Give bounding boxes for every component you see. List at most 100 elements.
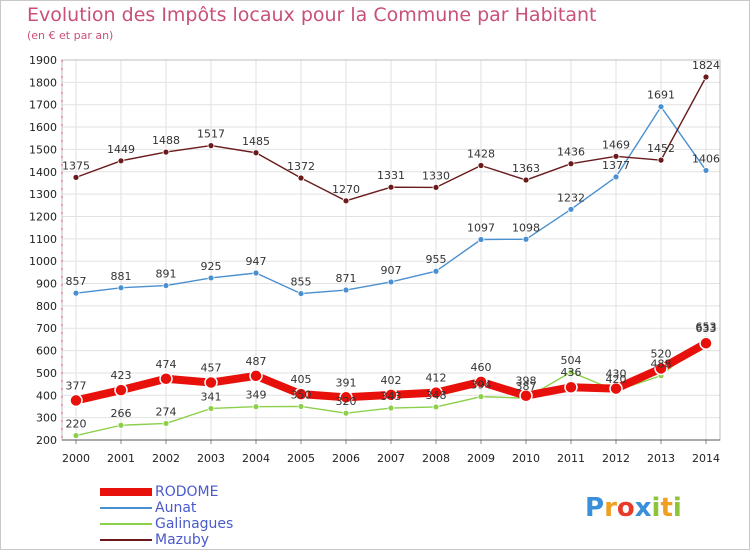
data-label-galinagues: 387 — [516, 380, 537, 393]
data-point-mazuby — [387, 183, 395, 191]
data-label-aunat: 871 — [336, 272, 357, 285]
series-mazuby — [72, 73, 710, 205]
data-label-aunat: 855 — [291, 276, 312, 289]
legend-label: Mazuby — [155, 532, 210, 548]
data-label-rodome: 520 — [651, 347, 672, 360]
data-point-mazuby — [657, 156, 665, 164]
y-tick-label: 800 — [36, 300, 57, 313]
data-label-galinagues: 348 — [426, 389, 447, 402]
y-tick-label: 1700 — [29, 99, 57, 112]
grid — [61, 59, 721, 441]
data-label-aunat: 881 — [111, 270, 132, 283]
y-tick-label: 300 — [36, 412, 57, 425]
data-point-rodome — [699, 336, 713, 350]
data-label-rodome: 377 — [66, 379, 87, 392]
y-tick-label: 1300 — [29, 188, 57, 201]
data-label-mazuby: 1428 — [467, 148, 495, 161]
x-tick-label: 2003 — [197, 452, 225, 465]
data-label-galinagues: 343 — [381, 390, 402, 403]
data-point-mazuby — [207, 142, 215, 150]
data-point-rodome — [654, 361, 668, 376]
data-label-rodome: 430 — [606, 368, 627, 381]
data-label-galinagues: 349 — [246, 389, 267, 402]
x-tick-label: 2014 — [692, 452, 720, 465]
y-tick-label: 1500 — [29, 143, 57, 156]
data-label-mazuby: 1824 — [692, 59, 720, 72]
data-point-galinagues — [387, 404, 395, 412]
svg-text:Proxiti: Proxiti — [585, 493, 682, 523]
data-point-mazuby — [477, 162, 485, 169]
data-point-mazuby — [612, 152, 620, 160]
data-point-aunat — [117, 284, 125, 292]
data-point-aunat — [162, 282, 170, 289]
y-tick-label: 1200 — [29, 210, 57, 223]
data-point-mazuby — [432, 184, 440, 191]
data-label-aunat: 1098 — [512, 221, 540, 234]
x-tick-label: 2006 — [332, 452, 360, 465]
data-label-mazuby: 1469 — [602, 138, 630, 151]
y-tick-label: 700 — [36, 322, 57, 335]
data-labels: 377 423 474 457 487 405 391 402 412 460 398 436 430 5… — [62, 59, 720, 431]
data-point-aunat — [567, 205, 575, 213]
data-point-aunat — [72, 289, 80, 297]
axes: 200 300 400 500 600 700 800 900 1000 1100 1200 1300… — [29, 54, 720, 465]
data-point-galinagues — [207, 405, 215, 412]
y-tick-label: 600 — [36, 345, 57, 358]
data-label-galinagues: 488 — [651, 358, 672, 371]
x-tick-label: 2000 — [62, 452, 90, 465]
data-point-mazuby — [567, 160, 575, 168]
data-label-aunat: 891 — [156, 268, 177, 281]
data-label-rodome: 412 — [426, 372, 447, 385]
data-point-aunat — [342, 286, 350, 294]
y-tick-label: 200 — [36, 434, 57, 447]
y-tick-label: 400 — [36, 389, 57, 402]
page-title: Evolution des Impôts locaux pour la Comm… — [27, 4, 597, 26]
legend-swatch — [100, 507, 152, 509]
data-label-rodome: 402 — [381, 374, 402, 387]
data-label-rodome: 460 — [471, 361, 492, 374]
data-label-mazuby: 1363 — [512, 162, 540, 175]
data-label-mazuby: 1372 — [287, 160, 315, 173]
data-label-rodome: 398 — [516, 375, 537, 388]
legend-item-mazuby: Mazuby — [100, 532, 300, 548]
data-label-galinagues: 394 — [471, 379, 492, 392]
data-label-rodome: 633 — [696, 322, 717, 335]
data-point-galinagues — [477, 393, 485, 401]
data-label-rodome: 457 — [201, 362, 222, 375]
data-point-mazuby — [72, 173, 80, 181]
data-point-mazuby — [342, 197, 350, 205]
data-label-aunat: 925 — [201, 260, 222, 273]
data-label-aunat: 1691 — [647, 89, 675, 102]
legend: RODOME Aunat Galinagues Mazuby — [100, 484, 300, 548]
data-label-galinagues: 653 — [696, 321, 717, 334]
data-point-rodome — [519, 388, 533, 403]
data-point-galinagues — [342, 409, 350, 417]
data-point-aunat — [252, 269, 260, 277]
data-label-mazuby: 1436 — [557, 146, 585, 159]
x-tick-label: 2009 — [467, 452, 495, 465]
x-tick-label: 2012 — [602, 452, 630, 465]
data-point-rodome — [114, 383, 128, 397]
y-tick-label: 1900 — [29, 54, 57, 67]
data-point-galinagues — [72, 432, 80, 439]
legend-swatch — [100, 523, 152, 525]
data-label-galinagues: 266 — [111, 407, 132, 420]
x-tick-label: 2002 — [152, 452, 180, 465]
data-point-mazuby — [252, 149, 260, 157]
series-lines — [69, 73, 713, 439]
data-point-galinagues — [252, 403, 260, 411]
data-point-aunat — [477, 236, 485, 243]
data-point-aunat — [207, 274, 215, 282]
data-point-rodome — [609, 381, 623, 396]
data-point-aunat — [432, 267, 440, 275]
data-point-mazuby — [117, 157, 125, 165]
data-label-galinagues: 220 — [66, 418, 87, 431]
y-tick-label: 1000 — [29, 255, 57, 268]
data-label-rodome: 436 — [561, 366, 582, 379]
y-tick-label: 500 — [36, 367, 57, 380]
data-label-mazuby: 1449 — [107, 143, 135, 156]
y-tick-label: 1600 — [29, 121, 57, 134]
x-tick-label: 2013 — [647, 452, 675, 465]
data-label-aunat: 955 — [426, 253, 447, 266]
